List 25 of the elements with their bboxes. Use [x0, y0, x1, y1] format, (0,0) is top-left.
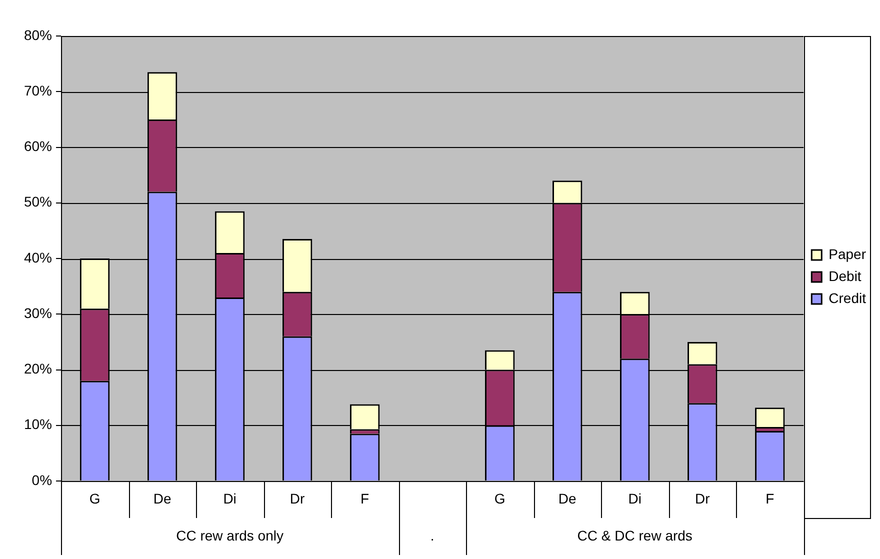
y-tick-label: 20%	[24, 360, 52, 377]
text: CC & DC rew ards	[577, 527, 692, 544]
y-tick-label: 50%	[24, 194, 52, 210]
x-tick-label: G	[89, 490, 100, 506]
legend-label: Debit	[828, 268, 862, 284]
x-tick-label: G	[494, 490, 506, 506]
y-tick-label: 0%	[32, 472, 52, 488]
x-tick-label: De	[558, 490, 577, 506]
y-tick-label: 80%	[24, 26, 52, 43]
x-tick-label: Dr	[290, 490, 306, 506]
x-tick-label: De	[153, 490, 172, 506]
y-tick-label: 60%	[24, 138, 52, 154]
legend-label: Paper	[828, 246, 866, 262]
y-tick-label: 30%	[24, 304, 52, 321]
text: CC rew ards only	[176, 527, 284, 544]
x-tick-label: Di	[628, 490, 642, 506]
y-tick-label: 10%	[24, 416, 52, 432]
x-tick-label: F	[766, 490, 774, 506]
x-tick-label: Dr	[694, 490, 710, 506]
x-tick-label: Di	[223, 490, 236, 506]
y-tick-label: 70%	[24, 82, 52, 98]
x-tick-label: F	[360, 490, 370, 506]
y-tick-label: 40%	[24, 249, 52, 266]
legend-label: Credit	[828, 290, 866, 306]
text: .	[430, 527, 434, 544]
